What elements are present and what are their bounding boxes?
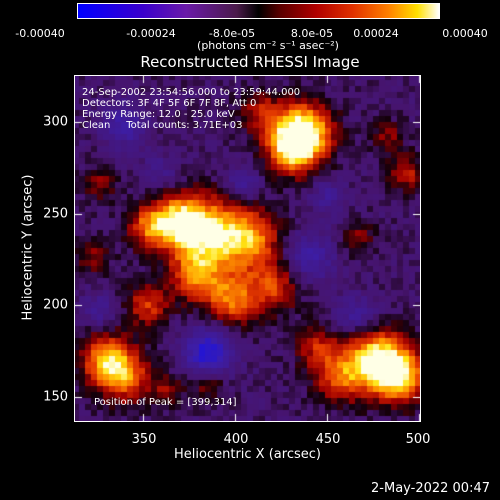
info-time: 24-Sep-2002 23:54:56.000 to 23:59:44.000 xyxy=(82,87,301,98)
info-energy: Energy Range: 12.0 - 25.0 keV xyxy=(82,109,235,120)
y-tick-label: 250 xyxy=(43,206,68,222)
colorbar-units: (photons cm⁻² s⁻¹ asec⁻²) xyxy=(197,39,339,52)
y-axis-label: Heliocentric Y (arcsec) xyxy=(20,174,36,321)
colorbar-tick: -0.00040 xyxy=(15,27,65,40)
info-clean: Clean Total counts: 3.71E+03 xyxy=(82,120,243,131)
colorbar-tick: 0.00040 xyxy=(442,27,488,40)
rhessi-image-map xyxy=(74,75,421,422)
y-tick-label: 150 xyxy=(43,389,68,405)
colorbar xyxy=(77,3,440,19)
y-tick-label: 300 xyxy=(43,114,68,130)
x-tick-label: 400 xyxy=(223,432,249,447)
x-tick-label: 450 xyxy=(315,432,341,447)
y-tick-label: 200 xyxy=(43,297,68,313)
image-title: Reconstructed RHESSI Image xyxy=(140,53,360,71)
colorbar-tick: 0.00024 xyxy=(353,27,399,40)
colorbar-tick: -0.00024 xyxy=(126,27,176,40)
x-tick-label: 500 xyxy=(405,432,431,447)
x-tick-label: 350 xyxy=(131,432,157,447)
colorbar-tick: -8.0e-05 xyxy=(208,27,256,40)
x-axis-label: Heliocentric X (arcsec) xyxy=(174,447,321,462)
image-plot: 24-Sep-2002 23:54:56.000 to 23:59:44.000… xyxy=(74,75,421,422)
colorbar-tick: 8.0e-05 xyxy=(290,27,334,40)
peak-position-label: Position of Peak = [399,314] xyxy=(94,397,237,408)
datestamp: 2-May-2022 00:47 xyxy=(371,481,490,496)
info-detectors: Detectors: 3F 4F 5F 6F 7F 8F, Att 0 xyxy=(82,98,257,109)
